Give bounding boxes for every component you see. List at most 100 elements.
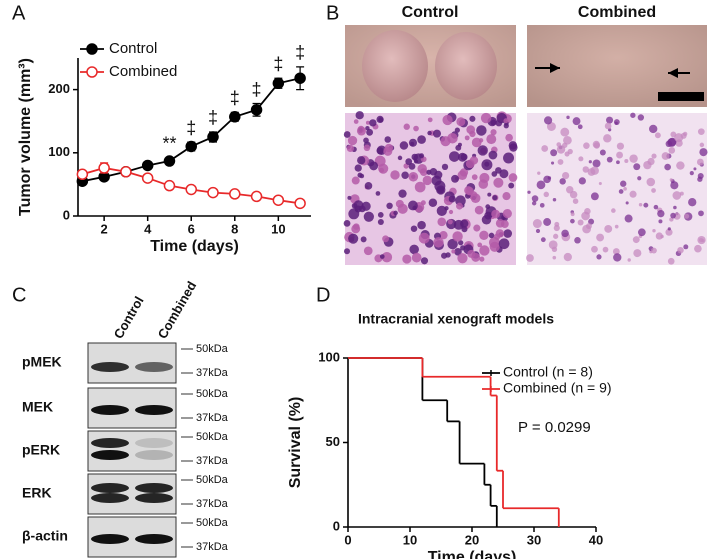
cell [399, 141, 409, 150]
y-axis-title: Survival (%) [287, 397, 304, 489]
cell [384, 136, 392, 143]
cell [441, 252, 448, 259]
cell [599, 149, 606, 156]
data-point [163, 155, 176, 167]
data-point [272, 194, 285, 206]
cell [427, 117, 433, 123]
band [135, 405, 173, 415]
cell [381, 251, 393, 263]
cell [550, 149, 558, 157]
cell [451, 249, 456, 254]
marker-label: 37kDa [196, 455, 229, 467]
blot-label: MEK [22, 399, 53, 415]
cell [699, 148, 708, 157]
cell [409, 244, 419, 255]
cell [624, 214, 633, 223]
cell [448, 209, 454, 215]
cell [439, 230, 448, 240]
western-blot: Control Combined pMEK 50kDa 37kDa MEK 50kDa 37k… [22, 279, 229, 558]
cell [408, 171, 419, 182]
cell [657, 209, 665, 218]
cell [454, 248, 462, 256]
cell [347, 135, 358, 146]
cell [488, 150, 498, 160]
cell [637, 114, 645, 121]
data-point [98, 162, 110, 174]
cell [495, 167, 502, 174]
legend-label: Combined (n = 9) [503, 380, 612, 396]
cell [417, 163, 427, 174]
cell [405, 158, 413, 166]
cell [630, 112, 636, 118]
cell [444, 206, 449, 211]
cell [343, 131, 351, 138]
cell [701, 239, 705, 243]
cell [569, 190, 578, 199]
panel-label: A [12, 2, 26, 24]
cell [583, 142, 590, 149]
cell [667, 138, 677, 147]
lane-label: Control [111, 294, 147, 342]
cell [397, 155, 403, 161]
cell [572, 117, 581, 126]
y-axis-title: Tumor volume (mm³) [17, 58, 34, 216]
cell [437, 217, 447, 227]
cell [369, 119, 377, 127]
cell [402, 254, 412, 264]
cell [411, 153, 419, 161]
cell [375, 191, 381, 196]
cell [592, 159, 601, 168]
cell [480, 112, 492, 124]
cell [488, 232, 495, 239]
cell [457, 253, 468, 264]
cell [584, 207, 591, 215]
cell [343, 219, 351, 227]
cell [588, 160, 592, 164]
cell [572, 198, 579, 204]
cell [592, 140, 600, 149]
cell [473, 224, 481, 232]
cell [606, 116, 614, 124]
cell [616, 151, 624, 159]
data-point [76, 168, 89, 181]
cell [346, 144, 355, 153]
band [135, 483, 173, 493]
data-point [250, 104, 263, 116]
cell [491, 209, 501, 219]
x-axis-title: Time (days) [150, 238, 239, 255]
data-point [229, 188, 241, 200]
cell [449, 151, 460, 162]
cell [456, 117, 466, 127]
cell [378, 163, 389, 174]
cell [577, 124, 583, 130]
cell [448, 195, 456, 203]
marker-label: 37kDa [196, 412, 229, 424]
significance: ** [162, 134, 176, 154]
cell [540, 237, 546, 243]
y-tick-label: 0 [63, 207, 70, 222]
legend-marker [86, 43, 98, 55]
x-tick-label: 40 [589, 532, 603, 547]
cell [611, 208, 616, 213]
cell [677, 246, 684, 254]
cell [481, 214, 492, 225]
cell [503, 123, 509, 129]
cell [440, 136, 451, 147]
cell [502, 209, 512, 219]
cell [637, 228, 646, 237]
p-value: P = 0.0299 [518, 419, 591, 436]
cell [378, 117, 384, 123]
cell [490, 119, 497, 126]
cell [603, 134, 612, 143]
cell [418, 232, 430, 244]
cell [470, 193, 481, 204]
cell [459, 168, 469, 177]
cell [552, 255, 557, 260]
cell [414, 181, 426, 193]
y-tick-label: 200 [48, 81, 70, 96]
cell [604, 224, 613, 233]
marker-label: 50kDa [196, 474, 229, 486]
cell [614, 224, 619, 229]
cell [651, 153, 657, 159]
